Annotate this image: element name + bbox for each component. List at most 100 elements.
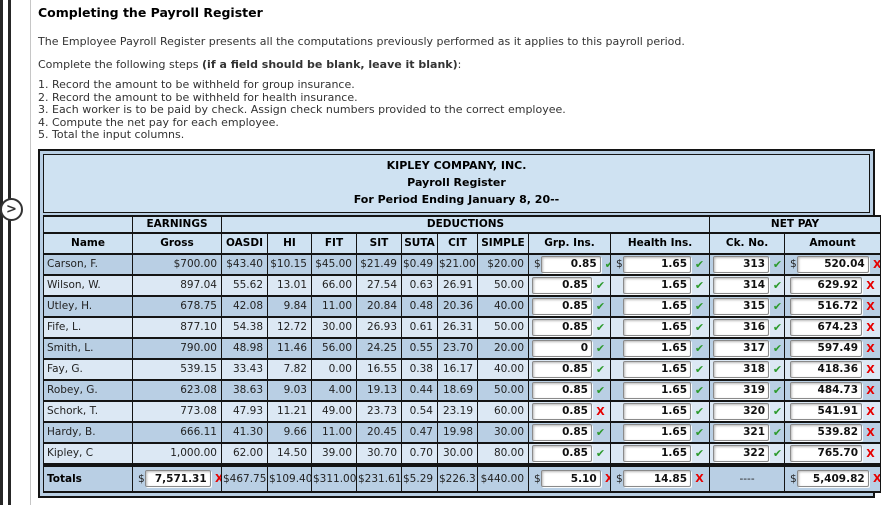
suta-cell: 0.44 <box>401 378 438 402</box>
company-name: KIPLEY COMPANY, INC. <box>386 158 527 172</box>
grp-ins-input[interactable] <box>532 297 592 315</box>
grp-ins-input[interactable] <box>532 276 592 294</box>
health-ins-cell: ✔ <box>609 315 711 339</box>
hi-cell: 14.50 <box>267 441 312 465</box>
suta-cell: 0.70 <box>401 441 438 465</box>
col-header-health-ins: Health Ins. <box>609 231 711 255</box>
amount-input[interactable] <box>790 402 863 420</box>
health-ins-input[interactable] <box>623 402 692 420</box>
columns-row: Name Gross OASDI HI FIT SIT SUTA CIT SIMPLE Grp. … <box>43 231 882 255</box>
health-ins-input[interactable] <box>623 360 692 378</box>
grp-ins-input[interactable] <box>532 423 592 441</box>
amount-input[interactable] <box>790 318 863 336</box>
hi-cell: 7.82 <box>267 357 312 381</box>
check-icon: ✔ <box>772 446 783 460</box>
gross-cell: 790.00 <box>132 336 222 360</box>
gross-cell: 539.15 <box>132 357 222 381</box>
hi-total-cell: $109.40 <box>267 464 312 493</box>
check-no-total-cell: ---- <box>709 464 786 493</box>
grp-ins-total-input[interactable] <box>540 470 601 488</box>
grp-ins-input[interactable] <box>532 402 592 420</box>
amount-total-input[interactable] <box>796 470 869 488</box>
x-icon: X <box>871 258 880 271</box>
health-ins-input[interactable] <box>623 297 692 315</box>
grp-ins-input[interactable] <box>532 381 592 399</box>
oasdi-cell: 38.63 <box>221 378 268 402</box>
check-no-input[interactable] <box>713 297 770 315</box>
check-no-input[interactable] <box>713 339 770 357</box>
oasdi-cell: 62.00 <box>221 441 268 465</box>
health-ins-input[interactable] <box>623 444 692 462</box>
suta-cell: $0.49 <box>401 252 438 276</box>
page-title: Completing the Payroll Register <box>38 5 263 20</box>
amount-cell: X <box>784 378 882 402</box>
step-item: 4. Compute the net pay for each employee… <box>38 115 279 129</box>
payroll-register-table: EARNINGS DEDUCTIONS NET PAY Name Gross OAS… <box>42 214 882 493</box>
amount-input[interactable] <box>790 297 863 315</box>
dollar-sign: $ <box>790 258 797 271</box>
splitter-bar[interactable] <box>8 0 11 505</box>
fit-cell: 56.00 <box>311 336 357 360</box>
amount-input[interactable] <box>790 360 863 378</box>
grp-ins-input[interactable] <box>540 255 601 273</box>
check-no-input[interactable] <box>713 381 770 399</box>
health-ins-input[interactable] <box>623 276 692 294</box>
amount-input[interactable] <box>790 423 863 441</box>
x-icon: X <box>866 425 875 439</box>
grp-ins-input[interactable] <box>532 339 592 357</box>
sit-cell: 24.25 <box>356 336 402 360</box>
simple-cell: $20.00 <box>477 252 529 276</box>
health-ins-input[interactable] <box>623 423 692 441</box>
amount-cell: X <box>784 294 882 318</box>
check-no-cell: ✔ <box>709 315 786 339</box>
check-no-input[interactable] <box>713 318 770 336</box>
check-no-input[interactable] <box>713 255 770 273</box>
expand-panel-button[interactable]: > <box>0 198 23 221</box>
x-icon: X <box>866 299 875 313</box>
suta-cell: 0.54 <box>401 399 438 423</box>
health-ins-input[interactable] <box>623 255 692 273</box>
sit-cell: 20.45 <box>356 420 402 444</box>
grp-ins-input[interactable] <box>532 318 592 336</box>
check-no-input[interactable] <box>713 444 770 462</box>
x-icon: X <box>866 362 875 376</box>
amount-input[interactable] <box>790 339 863 357</box>
amount-input[interactable] <box>796 255 869 273</box>
sit-cell: 30.70 <box>356 441 402 465</box>
suta-cell: 0.48 <box>401 294 438 318</box>
amount-cell: X <box>784 315 882 339</box>
health-ins-input[interactable] <box>623 381 692 399</box>
health-ins-input[interactable] <box>623 339 692 357</box>
amount-cell: X <box>784 441 882 465</box>
col-header-hi: HI <box>267 231 312 255</box>
table-row: Smith, L. 790.00 48.98 11.46 56.00 24.25 0.55 2… <box>43 336 882 360</box>
amount-input[interactable] <box>790 444 863 462</box>
gross-total-input[interactable] <box>144 470 211 488</box>
col-header-simple: SIMPLE <box>477 231 529 255</box>
check-no-input[interactable] <box>713 360 770 378</box>
health-ins-cell: ✔ <box>609 294 711 318</box>
check-no-input[interactable] <box>713 423 770 441</box>
check-icon: ✔ <box>772 299 783 313</box>
health-ins-input[interactable] <box>623 318 692 336</box>
check-icon: ✔ <box>595 383 606 397</box>
cit-cell: 19.98 <box>437 420 478 444</box>
simple-cell: 50.00 <box>477 273 529 297</box>
grp-ins-cell: ✔ <box>528 294 611 318</box>
fit-total-cell: $311.00 <box>311 464 357 493</box>
health-ins-cell: ✔ <box>609 399 711 423</box>
grp-ins-input[interactable] <box>532 444 592 462</box>
check-icon: ✔ <box>595 278 606 292</box>
grp-ins-input[interactable] <box>532 360 592 378</box>
simple-cell: 80.00 <box>477 441 529 465</box>
x-icon: X <box>603 472 610 485</box>
hi-cell: 11.46 <box>267 336 312 360</box>
employee-name: Wilson, W. <box>43 273 133 297</box>
group-header-earnings: EARNINGS <box>132 214 222 234</box>
amount-input[interactable] <box>790 381 863 399</box>
check-no-input[interactable] <box>713 402 770 420</box>
health-ins-total-input[interactable] <box>623 470 692 488</box>
grp-ins-cell: X <box>528 399 611 423</box>
check-no-input[interactable] <box>713 276 770 294</box>
amount-input[interactable] <box>790 276 863 294</box>
